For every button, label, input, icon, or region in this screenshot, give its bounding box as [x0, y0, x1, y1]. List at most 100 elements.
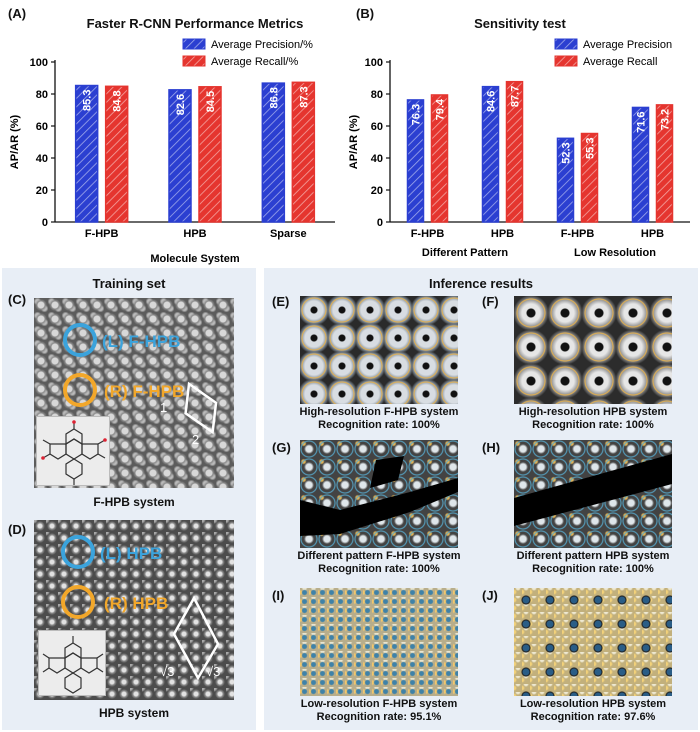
caption-f-line2: Recognition rate: 100% — [532, 419, 654, 431]
bar-value-label: 86.8 — [268, 87, 280, 108]
x-tick-label: F-HPB — [411, 228, 445, 240]
f-hpb-right-label: (R) F-HPB — [104, 382, 184, 401]
y-tick-label: 100 — [30, 57, 48, 69]
y-tick-label: 80 — [36, 89, 48, 101]
caption-e: High-resolution F-HPB system Recognition… — [284, 406, 474, 432]
hpb-left-label: (L) HPB — [100, 544, 162, 563]
low-res-f-hpb-inference-image — [300, 588, 458, 696]
recall-bar — [505, 80, 524, 223]
panel-label-b: (B) — [356, 6, 375, 21]
legend-recall-swatch — [554, 55, 578, 67]
caption-j-line2: Recognition rate: 97.6% — [530, 711, 656, 723]
caption-h: Different pattern HPB system Recognition… — [498, 550, 688, 576]
bar-value-label: 85.3 — [82, 90, 94, 111]
precision-bar — [556, 137, 575, 223]
caption-j: Low-resolution HPB system Recognition ra… — [498, 698, 688, 724]
caption-i-line2: Recognition rate: 95.1% — [316, 711, 442, 723]
panel-label-e: (E) — [272, 294, 290, 309]
y-tick-label: 0 — [42, 217, 48, 229]
f-hpb-system-caption: F-HPB system — [93, 495, 175, 509]
bar-value-label: 76.3 — [411, 104, 423, 125]
x-tick-label: HPB — [183, 228, 206, 240]
caption-i: Low-resolution F-HPB system Recognition … — [284, 698, 474, 724]
chart-a-title: Faster R-CNN Performance Metrics — [86, 16, 304, 31]
bar-value-label: 84.8 — [112, 90, 124, 111]
bar-value-label: 52.3 — [561, 142, 573, 163]
legend-recall-swatch — [182, 55, 206, 67]
hpb-molecule-structure — [38, 630, 106, 696]
legend-recall-label: Average Recall/% — [211, 56, 298, 68]
legend-precision-swatch — [554, 38, 578, 50]
panel-label-c: (C) — [8, 292, 27, 307]
caption-i-line1: Low-resolution F-HPB system — [300, 698, 458, 710]
bar-value-label: 79.4 — [435, 98, 447, 120]
high-res-f-hpb-inference-image — [300, 296, 458, 404]
bar-value-label: 87.7 — [510, 86, 522, 107]
high-res-hpb-inference-image — [514, 296, 672, 404]
panel-label-d: (D) — [8, 522, 27, 537]
caption-e-line1: High-resolution F-HPB system — [299, 406, 459, 418]
hpb-stm-image: (L) HPB (R) HPB √3 √3 — [34, 520, 234, 700]
training-set-title: Training set — [92, 276, 166, 291]
bar-value-label: 82.6 — [175, 94, 187, 115]
chart-b-title: Sensitivity test — [474, 16, 566, 31]
x-tick-label: F-HPB — [85, 228, 119, 240]
legend-precision-label: Average Precision — [583, 39, 672, 51]
caption-h-line2: Recognition rate: 100% — [532, 563, 654, 575]
lattice-vector-2: 2 — [192, 432, 199, 447]
y-axis-label: AP/AR (%) — [348, 114, 360, 169]
lattice-vector-1: 1 — [160, 400, 167, 415]
precision-bar — [74, 84, 99, 223]
different-pattern-f-hpb-inference-image — [300, 440, 458, 548]
y-tick-label: 20 — [36, 185, 48, 197]
inference-results-title: Inference results — [428, 276, 534, 291]
precision-bar — [481, 85, 500, 223]
y-tick-label: 20 — [371, 185, 383, 197]
bar-value-label: 84.5 — [205, 91, 217, 112]
recall-bar — [655, 104, 674, 223]
caption-g: Different pattern F-HPB system Recogniti… — [284, 550, 474, 576]
x-tick-label: F-HPB — [561, 228, 595, 240]
y-tick-label: 40 — [371, 153, 383, 165]
bar-value-label: 87.3 — [298, 86, 310, 107]
panel-label-a: (A) — [8, 6, 27, 21]
recall-bar — [430, 94, 449, 223]
recall-bar — [291, 81, 316, 223]
caption-j-line1: Low-resolution HPB system — [519, 698, 667, 710]
x-tick-label: HPB — [491, 228, 514, 240]
left-enantiomer-circle — [63, 323, 97, 357]
bar-value-label: 84.6 — [486, 91, 498, 112]
lattice-vector-sqrt3-left: √3 — [160, 664, 174, 679]
x-tick-label: HPB — [641, 228, 664, 240]
caption-g-line2: Recognition rate: 100% — [318, 563, 440, 575]
recall-bar — [580, 132, 599, 223]
recall-bar — [104, 85, 129, 223]
chart-a: 0 20 40 60 80 100 AP/AR (%) 85.3 84.8 F-HPB 82.6 84… — [9, 38, 335, 265]
x-axis-label: Molecule System — [150, 253, 239, 265]
caption-e-line2: Recognition rate: 100% — [318, 419, 440, 431]
precision-bar — [631, 106, 650, 223]
y-tick-label: 40 — [36, 153, 48, 165]
left-enantiomer-circle — [61, 535, 95, 569]
group-label-different-pattern: Different Pattern — [422, 247, 508, 259]
f-hpb-left-label: (L) F-HPB — [102, 332, 180, 351]
y-tick-label: 60 — [36, 121, 48, 133]
panel-label-h: (H) — [482, 440, 501, 455]
f-hpb-stm-image: (L) F-HPB (R) F-HPB 1 2 — [34, 298, 234, 488]
hpb-right-label: (R) HPB — [104, 594, 168, 613]
legend-precision-label: Average Precision/% — [211, 39, 313, 51]
group-label-low-resolution: Low Resolution — [574, 247, 656, 259]
lattice-vector-sqrt3-right: √3 — [206, 664, 220, 679]
panel-label-i: (I) — [272, 588, 285, 603]
different-pattern-hpb-inference-image — [514, 440, 672, 548]
right-enantiomer-circle — [63, 373, 97, 407]
bar-value-label: 73.2 — [660, 109, 672, 130]
unit-cell-outline — [172, 595, 220, 681]
y-tick-label: 100 — [365, 57, 383, 69]
right-enantiomer-circle — [61, 585, 95, 619]
recall-bar — [198, 86, 222, 223]
panel-label-j: (J) — [482, 588, 498, 603]
caption-g-line1: Different pattern F-HPB system — [297, 550, 461, 562]
y-tick-label: 80 — [371, 89, 383, 101]
hpb-system-caption: HPB system — [98, 706, 170, 720]
